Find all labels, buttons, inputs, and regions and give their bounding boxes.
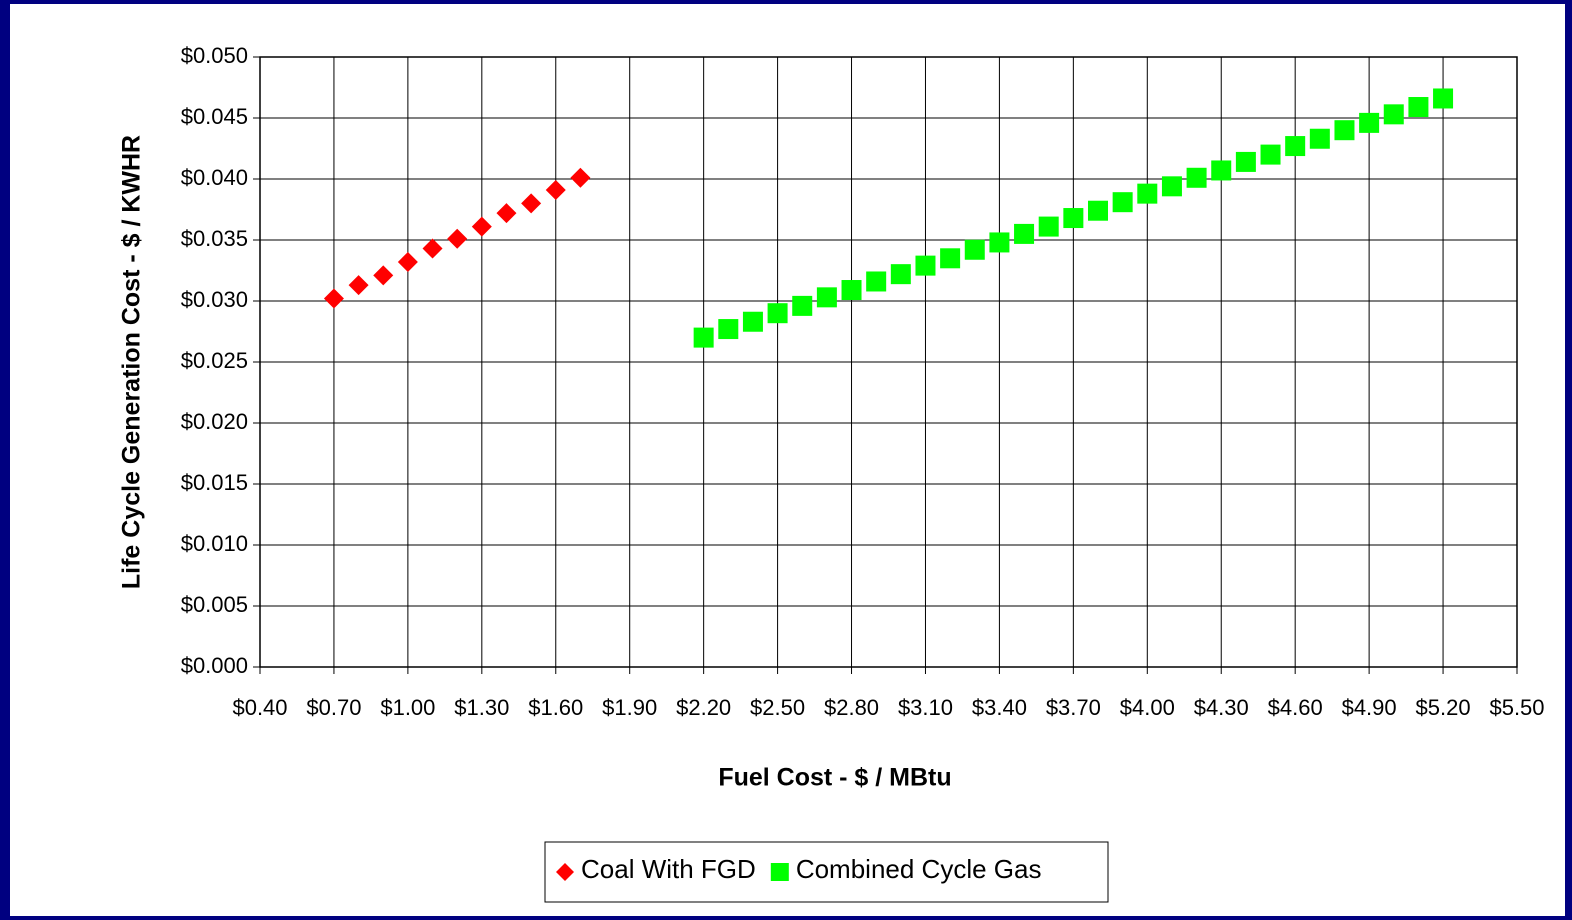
legend-label: Coal With FGD [581, 854, 756, 884]
marker-square [1285, 136, 1306, 157]
marker-square [1359, 112, 1380, 133]
y-tick-label: $0.045 [181, 104, 248, 129]
x-tick-label: $2.50 [750, 695, 805, 720]
legend-box [544, 841, 1109, 903]
y-tick-label: $0.015 [181, 470, 248, 495]
marker-square [770, 863, 789, 881]
x-tick-label: $3.70 [1046, 695, 1101, 720]
marker-square [1334, 120, 1355, 141]
marker-square [890, 264, 911, 285]
x-axis-title: Fuel Cost - $ / MBtu [718, 764, 951, 792]
marker-diamond [570, 167, 591, 188]
marker-diamond [471, 216, 492, 237]
marker-square [1408, 97, 1429, 118]
x-tick-label: $1.60 [528, 695, 583, 720]
marker-square [1309, 128, 1330, 149]
marker-square [1063, 208, 1084, 229]
marker-square [718, 319, 739, 340]
y-tick-label: $0.035 [181, 226, 248, 251]
x-tick-label: $1.90 [602, 695, 657, 720]
x-tick-label: $5.50 [1489, 695, 1544, 720]
y-tick-label: $0.005 [181, 592, 248, 617]
y-tick-label: $0.010 [181, 531, 248, 556]
x-tick-label: $4.00 [1120, 695, 1175, 720]
x-tick-label: $3.10 [898, 695, 953, 720]
marker-diamond [496, 203, 517, 224]
marker-diamond [323, 288, 344, 309]
marker-square [915, 255, 936, 276]
marker-diamond [447, 228, 468, 249]
marker-square [767, 303, 788, 324]
marker-square [940, 248, 961, 269]
marker-square [693, 327, 714, 348]
x-tick-label: $4.30 [1194, 695, 1249, 720]
y-tick-label: $0.030 [181, 287, 248, 312]
marker-diamond [422, 238, 443, 259]
marker-square [1433, 88, 1454, 109]
x-tick-label: $0.40 [232, 695, 287, 720]
marker-diamond [373, 265, 394, 286]
x-tick-label: $1.30 [454, 695, 509, 720]
marker-square [841, 280, 862, 301]
x-tick-label: $3.40 [972, 695, 1027, 720]
marker-diamond [521, 193, 542, 214]
marker-square [1014, 223, 1035, 244]
marker-square [1112, 192, 1133, 213]
x-tick-label: $2.20 [676, 695, 731, 720]
marker-square [742, 311, 763, 332]
marker-diamond [556, 863, 574, 881]
marker-square [989, 232, 1010, 253]
marker-square [1161, 176, 1182, 197]
x-tick-label: $2.80 [824, 695, 879, 720]
marker-square [1137, 183, 1158, 204]
marker-square [1186, 167, 1207, 188]
marker-square [1260, 144, 1281, 165]
marker-square [964, 239, 985, 260]
marker-square [866, 271, 887, 292]
chart-background [10, 4, 1565, 916]
y-tick-label: $0.020 [181, 409, 248, 434]
y-tick-label: $0.025 [181, 348, 248, 373]
plot-frame [259, 56, 1518, 668]
marker-square [1383, 104, 1404, 125]
y-tick-label: $0.000 [181, 653, 248, 678]
marker-square [792, 295, 813, 316]
marker-diamond [348, 275, 369, 296]
y-axis-title: Life Cycle Generation Cost - $ / KWHR [118, 135, 146, 589]
x-tick-label: $1.00 [380, 695, 435, 720]
marker-square [1235, 151, 1256, 172]
marker-square [1088, 200, 1108, 221]
y-tick-label: $0.040 [181, 165, 248, 190]
x-tick-label: $0.70 [306, 695, 361, 720]
marker-square [1038, 216, 1059, 237]
y-tick-label: $0.050 [181, 43, 248, 68]
marker-square [816, 287, 837, 308]
x-tick-label: $4.60 [1268, 695, 1323, 720]
legend-label: Combined Cycle Gas [796, 854, 1042, 884]
marker-square [1211, 160, 1232, 181]
x-tick-label: $4.90 [1342, 695, 1397, 720]
marker-diamond [545, 179, 566, 200]
marker-diamond [397, 251, 418, 272]
x-tick-label: $5.20 [1416, 695, 1471, 720]
